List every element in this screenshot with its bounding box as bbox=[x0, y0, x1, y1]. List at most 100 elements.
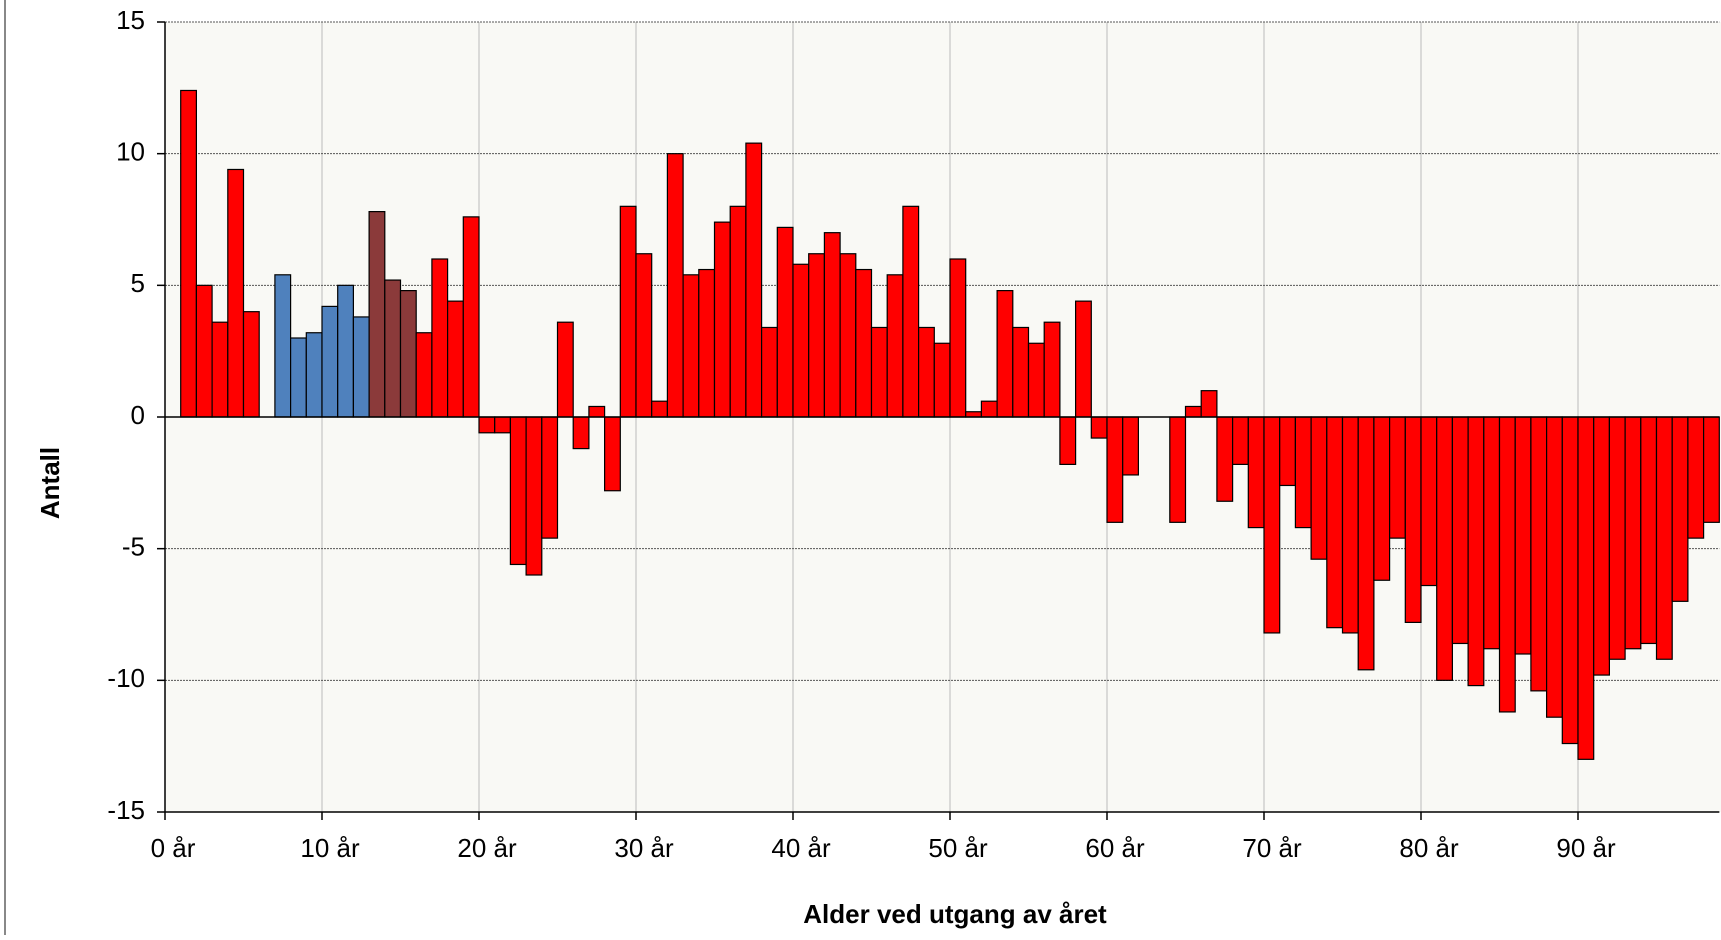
bar bbox=[1702, 416, 1720, 523]
x-tick-label: 0 år bbox=[151, 833, 196, 863]
bar bbox=[949, 258, 967, 418]
bar bbox=[1451, 416, 1469, 645]
bar bbox=[965, 411, 983, 418]
bar bbox=[572, 416, 590, 450]
bar bbox=[745, 142, 763, 418]
y-tick-label: -5 bbox=[122, 532, 145, 562]
bar bbox=[1357, 416, 1375, 671]
bar bbox=[384, 279, 402, 418]
bar bbox=[713, 221, 731, 418]
bar bbox=[274, 274, 292, 418]
x-tick-label: 10 år bbox=[300, 833, 360, 863]
bar bbox=[729, 205, 747, 418]
bar bbox=[776, 226, 794, 418]
bar bbox=[494, 416, 512, 434]
bar bbox=[290, 337, 307, 418]
bar bbox=[227, 168, 245, 418]
bar bbox=[462, 216, 480, 418]
bar bbox=[1436, 416, 1453, 681]
bar bbox=[1106, 416, 1124, 523]
bar bbox=[1059, 416, 1077, 466]
bar bbox=[619, 205, 637, 418]
bar bbox=[242, 311, 260, 418]
bar bbox=[478, 416, 496, 434]
bar bbox=[541, 416, 559, 539]
bar bbox=[1216, 416, 1234, 502]
bar bbox=[870, 326, 888, 418]
y-tick-label: -15 bbox=[107, 795, 145, 825]
bar bbox=[1184, 405, 1202, 418]
bar bbox=[886, 274, 904, 418]
x-tick-label: 60 år bbox=[1085, 833, 1145, 863]
bar bbox=[1530, 416, 1548, 692]
bar bbox=[1498, 416, 1516, 713]
bar bbox=[1200, 390, 1218, 418]
bar bbox=[1090, 416, 1108, 439]
x-tick-label: 20 år bbox=[457, 833, 517, 863]
bar bbox=[1169, 416, 1187, 523]
bar bbox=[980, 400, 998, 418]
bar bbox=[368, 211, 386, 418]
bar bbox=[682, 274, 700, 418]
bar bbox=[792, 263, 810, 418]
bar bbox=[855, 268, 873, 418]
bar bbox=[1373, 416, 1391, 581]
y-axis-title: Antall bbox=[35, 447, 65, 519]
y-tick-label: -10 bbox=[107, 663, 145, 693]
x-tick-label: 70 år bbox=[1242, 833, 1302, 863]
x-tick-label: 50 år bbox=[928, 833, 988, 863]
bar bbox=[808, 253, 826, 418]
bar bbox=[415, 332, 433, 418]
bar bbox=[1671, 416, 1689, 602]
bar bbox=[1404, 416, 1422, 623]
bar bbox=[399, 290, 417, 418]
bar bbox=[1326, 416, 1344, 629]
bar bbox=[1483, 416, 1501, 650]
bar bbox=[1561, 416, 1579, 745]
bar bbox=[760, 326, 778, 418]
x-tick-label: 30 år bbox=[614, 833, 674, 863]
x-axis-title: Alder ved utgang av året bbox=[803, 899, 1107, 929]
bar bbox=[1577, 416, 1595, 760]
bar bbox=[431, 258, 449, 418]
bar bbox=[1074, 300, 1092, 418]
bar bbox=[447, 300, 464, 418]
bar bbox=[1467, 416, 1485, 687]
bar bbox=[1545, 416, 1563, 718]
bar bbox=[1624, 416, 1642, 650]
bar bbox=[211, 321, 229, 418]
bar bbox=[1027, 342, 1045, 418]
bar bbox=[509, 416, 527, 566]
x-tick-label: 90 år bbox=[1556, 833, 1616, 863]
bar bbox=[1655, 416, 1673, 660]
bar bbox=[698, 268, 716, 418]
bar bbox=[525, 416, 543, 576]
bar bbox=[1122, 416, 1139, 476]
bar bbox=[603, 416, 621, 492]
bar bbox=[1012, 326, 1030, 418]
bar bbox=[1514, 416, 1532, 655]
x-tick-label: 80 år bbox=[1399, 833, 1459, 863]
bar bbox=[635, 253, 653, 418]
bar bbox=[1247, 416, 1265, 529]
bar bbox=[1687, 416, 1705, 539]
bar bbox=[1640, 416, 1658, 645]
bar bbox=[823, 232, 841, 418]
bar bbox=[180, 89, 197, 418]
bar bbox=[1310, 416, 1328, 560]
bar bbox=[917, 326, 935, 418]
y-tick-label: 0 bbox=[131, 400, 145, 430]
y-tick-label: 10 bbox=[116, 137, 145, 167]
bar bbox=[933, 342, 951, 418]
bar bbox=[1294, 416, 1312, 529]
bar bbox=[305, 332, 323, 418]
bar bbox=[1420, 416, 1438, 587]
bar bbox=[1231, 416, 1249, 466]
bar bbox=[321, 305, 339, 418]
bar bbox=[1341, 416, 1359, 634]
x-tick-label: 40 år bbox=[771, 833, 831, 863]
bar bbox=[1388, 416, 1406, 539]
bar bbox=[996, 290, 1014, 418]
bar bbox=[588, 405, 606, 418]
